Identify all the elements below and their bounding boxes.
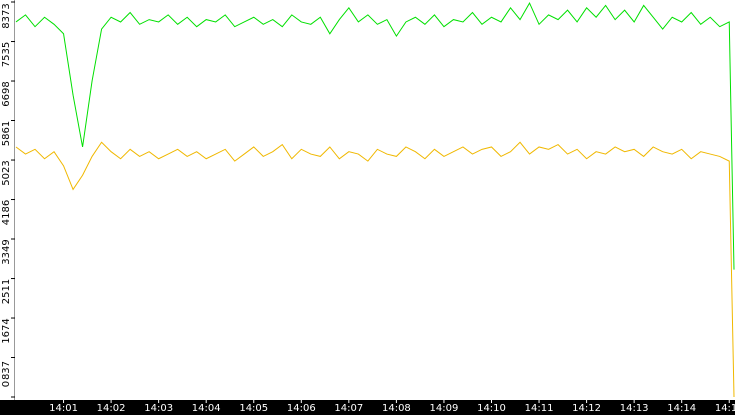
x-tick-label: 14:09 <box>430 403 459 414</box>
y-tick-label: 6698 <box>1 81 12 106</box>
x-tick-label: 14:05 <box>239 403 268 414</box>
x-tick-label: 14:15 <box>715 403 735 414</box>
x-tick-label: 14:03 <box>144 403 173 414</box>
y-tick-label: 2511 <box>1 279 12 304</box>
y-tick-label: 5861 <box>1 121 12 146</box>
x-tick-label: 14:07 <box>334 403 363 414</box>
x-tick-label: 14:12 <box>572 403 601 414</box>
y-tick-label: 1674 <box>1 318 12 343</box>
y-tick-label: 837 <box>1 361 12 380</box>
series-line <box>15 1 735 270</box>
x-tick-label: 14:11 <box>525 403 554 414</box>
x-tick-label: 14:08 <box>382 403 411 414</box>
y-tick-label: 4186 <box>1 200 12 225</box>
y-tick-label: 3349 <box>1 239 12 264</box>
x-tick-label: 14:13 <box>620 403 649 414</box>
x-tick-label: 14:10 <box>477 403 506 414</box>
x-tick-label: 14:14 <box>667 403 696 414</box>
x-tick-label: 14:02 <box>97 403 126 414</box>
x-tick-label: 14:06 <box>287 403 316 414</box>
x-tick-label: 14:04 <box>192 403 221 414</box>
series-line <box>15 141 735 398</box>
y-tick-label: 8373 <box>1 3 12 28</box>
y-tick-label: 5023 <box>1 160 12 185</box>
time-bar <box>0 400 735 415</box>
y-tick-label: 7535 <box>1 42 12 67</box>
y-tick-label: 0 <box>1 381 12 387</box>
x-tick-label: 14:01 <box>49 403 78 414</box>
